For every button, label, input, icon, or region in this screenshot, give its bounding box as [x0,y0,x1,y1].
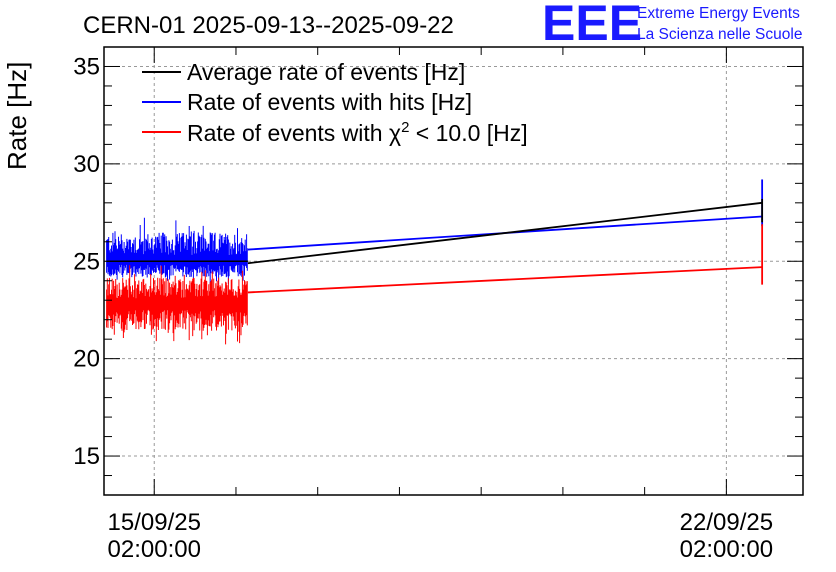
legend-label-hits: Rate of events with hits [Hz] [187,89,472,115]
series-0-line-1 [247,201,763,265]
axes: 152025303515/09/2502:00:0022/09/2502:00:… [73,46,804,563]
y-tick-label-25: 25 [73,248,100,275]
x-tick-label-date-1: 22/09/25 [680,509,773,536]
logo-subtitle-line1: Extreme Energy Events [637,5,800,22]
series-1 [106,179,764,285]
y-tick-label-20: 20 [73,346,100,373]
y-tick-label-30: 30 [73,151,100,178]
y-axis-title: Rate [Hz] [2,62,32,170]
legend-label-chi2: Rate of events with χ2 < 10.0 [Hz] [187,119,528,146]
series-1-band-0 [106,217,248,285]
y-tick-label-35: 35 [73,53,100,80]
x-tick-label-time-0: 02:00:00 [108,536,201,563]
series-2-band-0 [106,265,248,345]
legend: Average rate of events [Hz] Rate of even… [142,59,528,146]
legend-label-average: Average rate of events [Hz] [187,59,465,85]
series-2-line-1 [247,266,763,294]
y-tick-label-15: 15 [73,443,100,470]
logo-subtitle-line2: La Scienza nelle Scuole [637,26,802,43]
plot-data [106,179,764,345]
x-tick-label-time-1: 02:00:00 [680,536,773,563]
series-2 [106,224,764,345]
eee-logo-icon: EEE [542,0,642,51]
x-tick-label-date-0: 15/09/25 [108,509,201,536]
series-0 [106,198,764,265]
plot-frame [103,46,804,496]
chart-title: CERN-01 2025-09-13--2025-09-22 [83,12,454,39]
